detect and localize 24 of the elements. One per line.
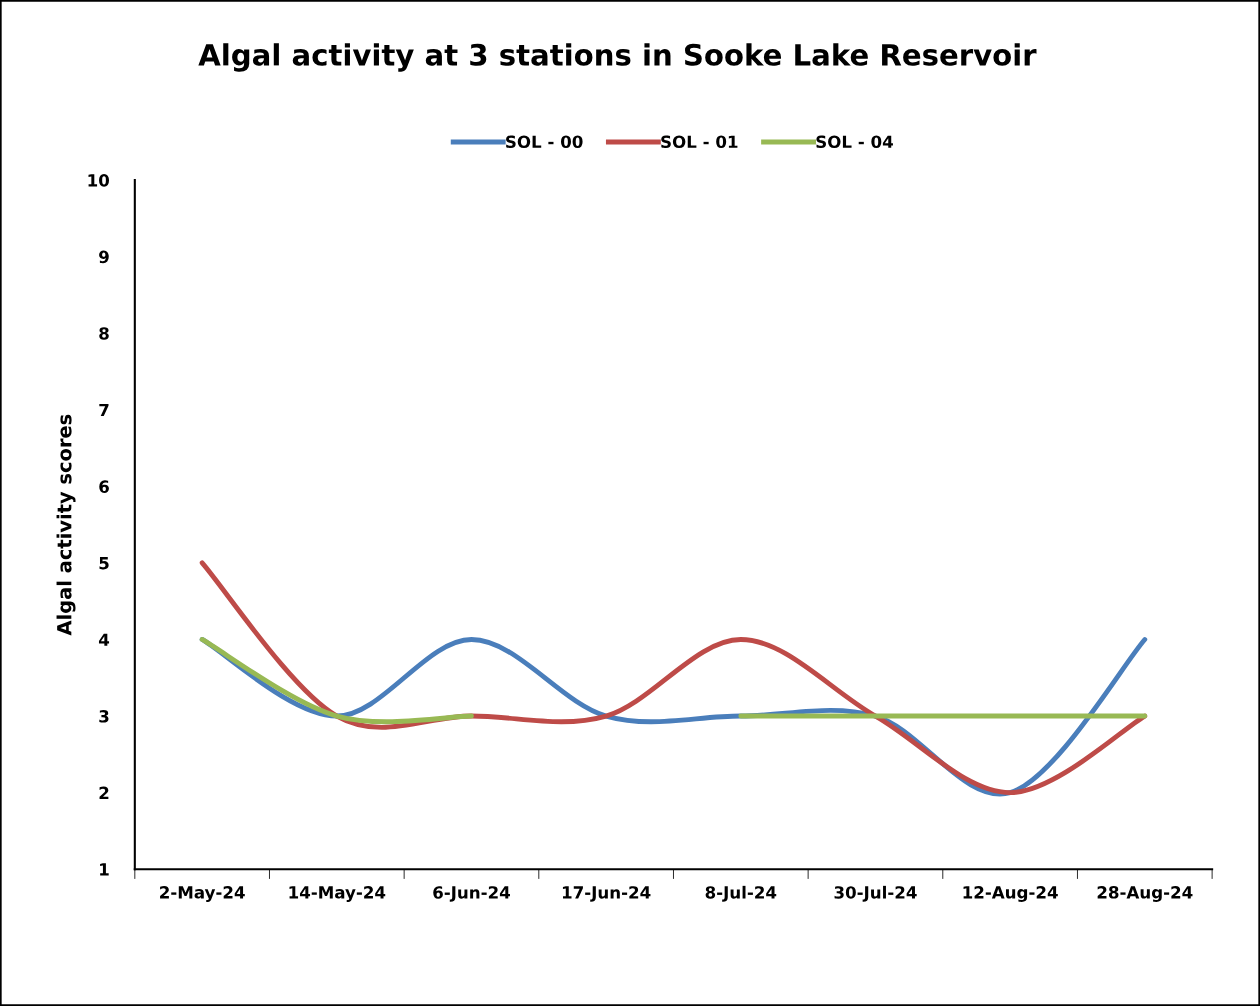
- line-series: [199, 560, 1148, 796]
- x-tick-label: 28-Aug-24: [1097, 886, 1193, 902]
- y-tick-label: 7: [99, 403, 109, 417]
- x-tick-label: 12-Aug-24: [963, 886, 1058, 902]
- x-tick-label: 30-Jul-24: [834, 885, 917, 902]
- x-tick-label: 2-May-24: [160, 886, 245, 902]
- x-tick-label: 8-Jul-24: [705, 885, 777, 902]
- y-axis-title: Algal activity scores: [56, 414, 76, 636]
- y-tick-label: 3: [99, 710, 109, 723]
- x-tick-label: 14-May-24: [289, 886, 386, 902]
- x-tick-label: 17-Jun-24: [562, 886, 651, 902]
- chart-title: Algal activity at 3 stations in Sooke Lake Reservoir: [198, 43, 1037, 72]
- legend-label: SOL - 00: [506, 135, 583, 149]
- y-tick-label: 2: [99, 786, 109, 799]
- legend-label: SOL - 04: [816, 135, 893, 149]
- y-tick-label: 6: [99, 480, 109, 493]
- legend-label: SOL - 01: [661, 135, 738, 149]
- y-tick-label: 4: [98, 633, 110, 646]
- y-tick-label: 8: [99, 327, 109, 340]
- y-tick-label: 9: [99, 250, 109, 264]
- y-tick-label: 5: [99, 557, 109, 570]
- y-tick-label: 1: [100, 863, 109, 876]
- x-tick-label: 6-Jun-24: [433, 886, 510, 902]
- y-tick-label: 10: [88, 174, 110, 187]
